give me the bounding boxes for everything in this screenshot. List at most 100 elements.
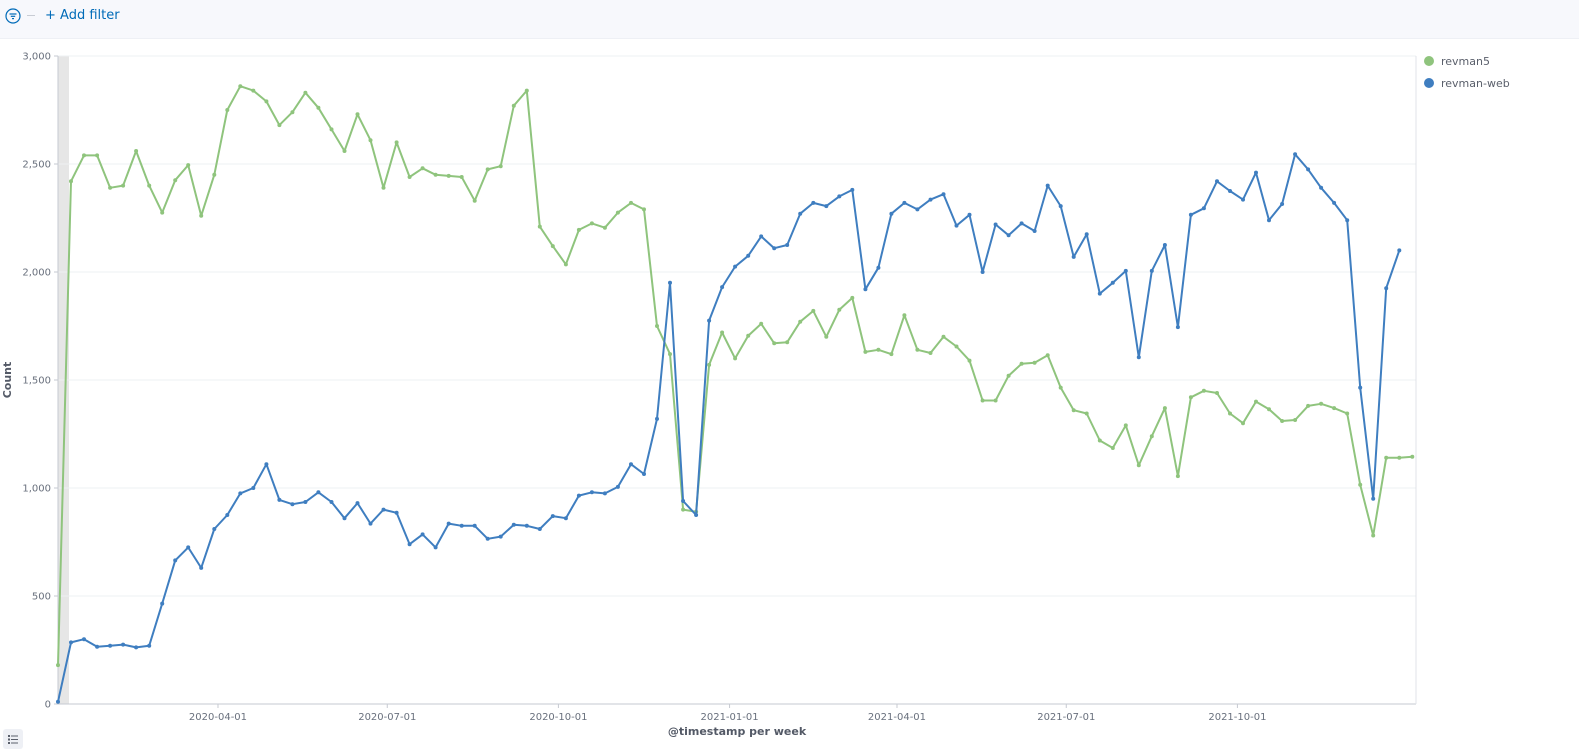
data-point-revman-web: [160, 601, 165, 606]
data-point-revman5: [368, 138, 373, 143]
data-point-revman-web: [967, 212, 972, 217]
data-point-revman5: [524, 88, 529, 93]
data-point-revman-web: [1123, 268, 1128, 273]
legend-label-revman-web: revman-web: [1441, 76, 1510, 90]
data-point-revman5: [785, 340, 790, 345]
data-point-revman-web: [433, 545, 438, 550]
data-point-revman5: [902, 313, 907, 318]
data-point-revman-web: [485, 536, 490, 541]
data-point-revman5: [629, 200, 633, 205]
filter-icon[interactable]: [5, 8, 21, 24]
y-tick-label: 3,000: [22, 52, 51, 63]
data-point-revman-web: [576, 493, 581, 498]
add-filter-button[interactable]: + Add filter: [45, 8, 120, 23]
data-point-revman5: [511, 103, 516, 108]
data-point-revman5: [407, 175, 412, 179]
data-point-revman5: [576, 227, 581, 232]
data-point-revman-web: [316, 490, 321, 495]
data-point-revman5: [264, 99, 269, 104]
data-point-revman-web: [1188, 212, 1193, 217]
data-point-revman5: [498, 164, 503, 169]
legend-toggle-button[interactable]: [3, 729, 23, 749]
data-point-revman5: [1110, 446, 1115, 450]
data-point-revman5: [134, 149, 139, 153]
data-point-revman-web: [837, 194, 842, 199]
data-point-revman-web: [69, 640, 73, 645]
x-tick-label: 2021-04-01: [868, 712, 926, 723]
data-point-revman5: [837, 307, 842, 312]
data-point-revman-web: [589, 490, 594, 495]
data-point-revman-web: [95, 644, 100, 649]
data-point-revman-web: [928, 197, 933, 202]
data-point-revman5: [225, 108, 230, 112]
series-revman5: [56, 84, 1415, 668]
legend-item-revman-web[interactable]: revman-web: [1424, 72, 1510, 94]
data-point-revman-web: [759, 234, 764, 239]
data-point-revman-web: [459, 523, 464, 528]
data-point-revman-web: [1371, 496, 1376, 501]
data-point-revman-web: [798, 211, 803, 216]
list-icon: [8, 735, 18, 744]
data-point-revman5: [928, 351, 933, 355]
data-point-revman-web: [498, 534, 503, 539]
data-point-revman5: [1032, 360, 1037, 365]
data-point-revman5: [668, 352, 672, 357]
data-point-revman5: [1267, 407, 1271, 412]
data-point-revman-web: [147, 643, 152, 648]
legend-item-revman5[interactable]: revman5: [1424, 50, 1510, 72]
data-point-revman-web: [681, 499, 686, 503]
data-point-revman-web: [1241, 197, 1245, 202]
data-point-revman5: [915, 347, 920, 352]
data-point-revman-web: [186, 545, 191, 550]
data-point-revman5: [1188, 395, 1193, 400]
data-point-revman-web: [1319, 185, 1324, 190]
data-point-revman5: [199, 213, 204, 218]
data-point-revman5: [941, 334, 946, 339]
chart-axes: 0 500 1,000 1,500 2,000 2,500 3,000 2020-04-01 2…: [22, 52, 1417, 723]
data-point-revman-web: [56, 699, 60, 704]
data-point-revman-web: [1332, 200, 1337, 205]
data-point-revman-web: [524, 523, 529, 528]
data-point-revman5: [1306, 403, 1311, 408]
data-point-revman5: [811, 308, 816, 313]
data-point-revman-web: [303, 500, 308, 504]
data-point-revman5: [642, 207, 646, 212]
data-point-revman5: [1345, 411, 1350, 416]
x-tick-label: 2020-07-01: [358, 712, 416, 723]
data-point-revman5: [446, 173, 451, 178]
data-point-revman5: [433, 172, 438, 177]
data-point-revman-web: [472, 523, 477, 528]
data-point-revman-web: [1306, 167, 1311, 172]
data-point-revman5: [1201, 388, 1206, 393]
y-tick-label: 2,500: [22, 160, 51, 171]
data-point-revman5: [212, 172, 217, 177]
data-point-revman-web: [993, 222, 998, 227]
data-point-revman-web: [876, 265, 881, 270]
x-tick-label: 2021-10-01: [1208, 712, 1266, 723]
data-point-revman-web: [121, 642, 126, 647]
data-point-revman5: [95, 153, 100, 158]
data-point-revman-web: [602, 491, 607, 496]
data-point-revman-web: [1280, 202, 1285, 206]
data-point-revman-web: [342, 516, 347, 521]
data-point-revman-web: [251, 486, 256, 490]
chart-series: [56, 84, 1415, 704]
data-point-revman-web: [1175, 325, 1180, 330]
data-point-revman-web: [1358, 385, 1363, 390]
data-point-revman5: [1162, 406, 1167, 411]
data-point-revman5: [1097, 438, 1102, 443]
data-point-revman-web: [642, 472, 646, 476]
data-point-revman5: [1228, 411, 1232, 416]
data-point-revman5: [420, 166, 425, 171]
data-point-revman-web: [1201, 206, 1206, 211]
data-point-revman-web: [1384, 286, 1389, 291]
data-point-revman5: [1319, 401, 1324, 406]
data-point-revman5: [876, 347, 881, 352]
data-point-revman5: [681, 507, 686, 512]
filter-separator: [27, 15, 35, 16]
data-point-revman-web: [199, 565, 204, 570]
data-point-revman-web: [1097, 291, 1102, 296]
data-point-revman5: [746, 333, 751, 338]
data-point-revman5: [615, 210, 620, 215]
data-point-revman-web: [720, 285, 725, 290]
